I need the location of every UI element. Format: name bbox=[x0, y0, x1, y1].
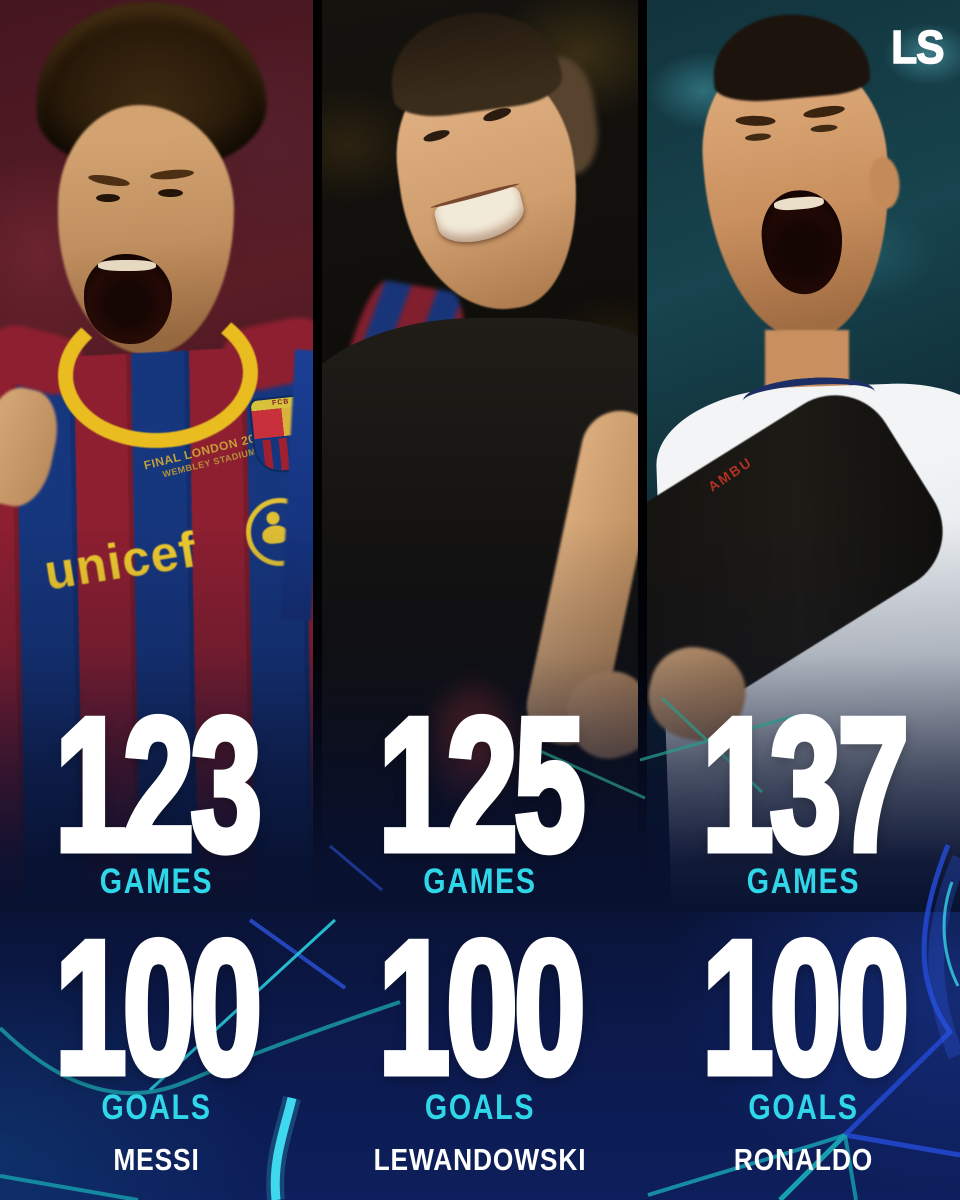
goals-count: 100 bbox=[699, 902, 911, 1114]
player-name: RONALDO bbox=[733, 1142, 874, 1177]
player-name: MESSI bbox=[113, 1142, 200, 1177]
games-label: GAMES bbox=[99, 862, 214, 901]
livescore-logo: LS bbox=[891, 21, 946, 73]
photo-fade-overlay bbox=[0, 520, 960, 912]
goals-label: GOALS bbox=[101, 1088, 212, 1127]
games-label: GAMES bbox=[746, 862, 861, 901]
goals-label: GOALS bbox=[748, 1088, 859, 1127]
eye bbox=[96, 194, 120, 202]
champions-league-starball-pattern bbox=[0, 696, 960, 1200]
player-name: LEWANDOWSKI bbox=[373, 1142, 587, 1177]
stat-column-ronaldo: 137 GAMES 100 GOALS RONALDO bbox=[647, 0, 960, 1200]
games-count: 123 bbox=[52, 679, 264, 891]
goals-count: 100 bbox=[52, 902, 264, 1114]
games-count: 137 bbox=[699, 679, 911, 891]
stat-column-lewandowski: 125 GAMES 100 GOALS LEWANDOWSKI bbox=[322, 0, 638, 1200]
stat-column-messi: 123 GAMES 100 GOALS MESSI bbox=[0, 0, 313, 1200]
eye bbox=[158, 189, 183, 197]
open-mouth bbox=[84, 254, 172, 344]
goals-label: GOALS bbox=[424, 1088, 536, 1127]
games-label: GAMES bbox=[423, 862, 537, 901]
goals-count: 100 bbox=[376, 902, 588, 1114]
games-count: 125 bbox=[376, 679, 588, 891]
